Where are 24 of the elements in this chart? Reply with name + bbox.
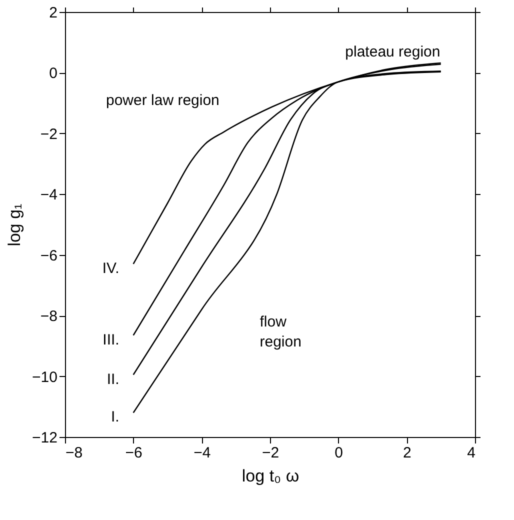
- y-tick-label: 0: [49, 65, 58, 82]
- x-tick-label: 2: [402, 444, 412, 462]
- x-tick-label: −8: [66, 444, 83, 462]
- y-tick-label: −8: [40, 308, 58, 326]
- y-axis-title: log g₁: [5, 203, 24, 246]
- annotation: flow region: [260, 314, 302, 351]
- x-tick-label: 4: [467, 444, 476, 462]
- annotation: plateau region: [345, 43, 440, 60]
- series-label: III.: [102, 331, 120, 348]
- y-tick-label: −10: [32, 368, 58, 386]
- y-tick-label: 2: [49, 4, 58, 22]
- series-label: I.: [110, 408, 120, 426]
- x-tick-label: −4: [194, 444, 211, 462]
- y-tick-label: −6: [40, 247, 58, 264]
- x-tick-label: 0: [334, 444, 344, 462]
- series-label: IV.: [102, 260, 120, 277]
- y-tick-label: −2: [40, 126, 58, 143]
- x-tick-label: −2: [262, 444, 280, 462]
- y-tick-label: −4: [40, 186, 58, 204]
- series-label: II.: [106, 370, 120, 388]
- x-tick-label: −6: [125, 444, 142, 462]
- y-tick-label: −12: [32, 430, 58, 446]
- x-axis-title: log t₀ ω: [242, 466, 300, 486]
- annotation: power law region: [106, 92, 220, 110]
